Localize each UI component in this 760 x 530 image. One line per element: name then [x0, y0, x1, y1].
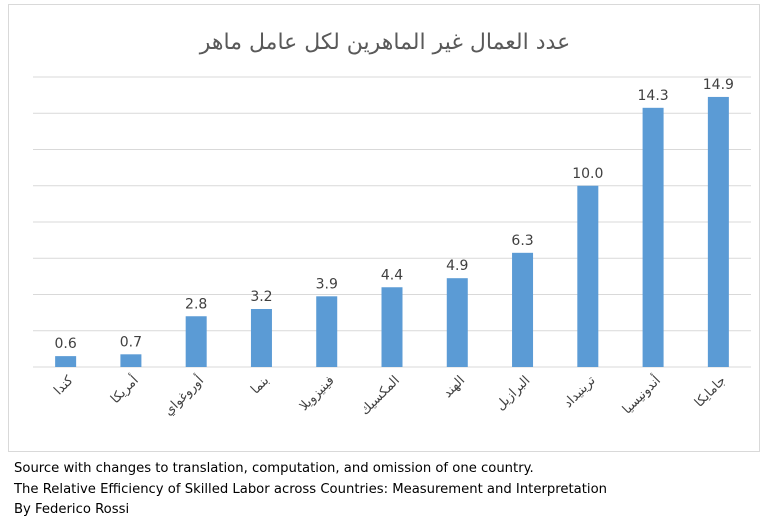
data-label: 2.8 [185, 296, 207, 312]
gridlines [33, 76, 751, 368]
category-label: كندا [51, 373, 77, 399]
category-label: أندونيسيا [618, 372, 664, 418]
source-note-line: Source with changes to translation, comp… [14, 461, 534, 476]
bar [55, 356, 77, 367]
bar [446, 278, 468, 367]
bar [185, 316, 207, 367]
category-label: المكسيك [358, 373, 403, 418]
author-line: By Federico Rossi [14, 502, 130, 517]
data-label: 3.9 [316, 276, 338, 292]
bars [55, 96, 729, 367]
data-labels: 0.6 0.7 2.8 3.2 3.9 4.4 4.9 6.3 10.0 14.3 14.9 [55, 77, 734, 352]
data-label: 10.0 [572, 166, 603, 182]
category-label: جامايكا [692, 373, 729, 410]
data-label: 0.6 [55, 336, 77, 352]
bar [512, 252, 534, 367]
paper-title-line: The Relative Efficiency of Skilled Labor… [14, 481, 608, 497]
data-label: 14.3 [638, 88, 669, 104]
category-label: ترينيداد [561, 373, 599, 411]
category-labels: كندا أمريكا أوروغواي بنما فينيزويلا المكسيك ال… [51, 372, 729, 419]
category-label: بنما [248, 373, 272, 397]
data-label: 14.9 [703, 77, 734, 93]
data-label: 4.9 [446, 258, 468, 274]
bar [250, 309, 272, 367]
bar [381, 287, 403, 367]
chart-title: عدد العمال غير الماهرين لكل عامل ماهر [199, 30, 570, 55]
category-label: أمريكا [107, 372, 142, 407]
bar-chart: عدد العمال غير الماهرين لكل عامل ماهر 0.… [33, 30, 751, 419]
data-label: 4.4 [381, 267, 403, 283]
data-label: 3.2 [250, 289, 272, 305]
bar [577, 185, 599, 367]
category-label: فينيزويلا [297, 373, 338, 414]
chart-area: عدد العمال غير الماهرين لكل عامل ماهر 0.… [8, 4, 760, 452]
data-label: 6.3 [511, 233, 533, 249]
bar [642, 107, 664, 367]
category-label: الهند [440, 373, 468, 401]
source-notes: Source with changes to translation, comp… [14, 459, 754, 521]
bar [707, 96, 729, 367]
bar [120, 354, 142, 367]
data-label: 0.7 [120, 334, 142, 350]
category-label: أوروغواي [160, 372, 207, 419]
bar [316, 296, 338, 367]
category-label: البرازيل [493, 373, 533, 413]
